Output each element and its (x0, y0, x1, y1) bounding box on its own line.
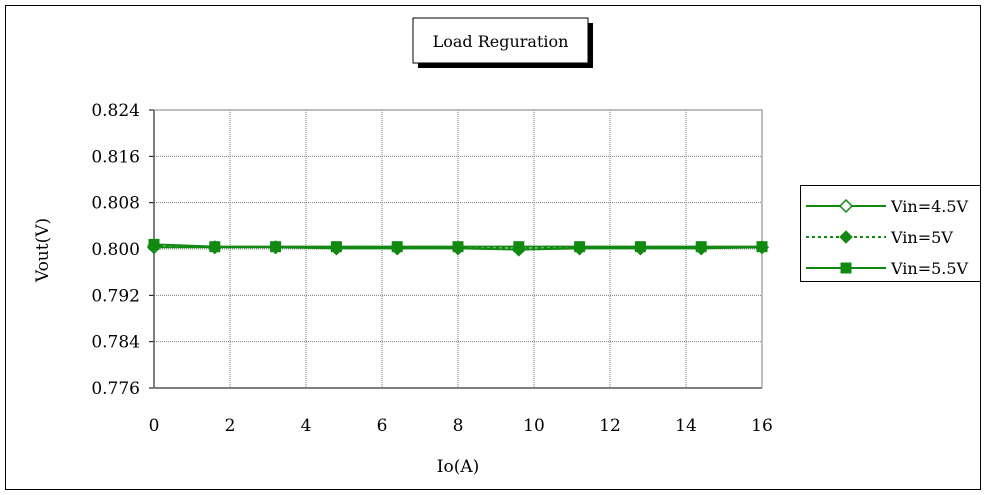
data-point (330, 241, 342, 253)
x-tick-label: 14 (675, 416, 697, 436)
legend-entry: Vin=5V (806, 228, 953, 247)
y-tick-label: 0.784 (91, 333, 140, 353)
legend-entry: Vin=4.5V (806, 197, 969, 216)
x-tick-label: 4 (301, 416, 312, 436)
chart-title: Load Reguration (433, 32, 569, 51)
data-point (148, 238, 160, 250)
legend-label: Vin=5.5V (890, 259, 969, 278)
x-tick-label: 8 (453, 416, 464, 436)
legend-marker (840, 262, 852, 274)
y-tick-label: 0.824 (91, 101, 140, 121)
series-layer (146, 238, 770, 257)
data-point (209, 241, 221, 253)
legend-marker (838, 198, 854, 214)
data-point (391, 241, 403, 253)
data-point (756, 241, 768, 253)
y-tick-labels: 0.776 0.784 0.792 0.800 0.808 0.816 0.824 (91, 101, 140, 399)
data-point (513, 241, 525, 253)
data-point (452, 241, 464, 253)
legend-marker (839, 230, 853, 244)
legend-entries: Vin=4.5V Vin=5V Vin=5.5V (806, 197, 969, 278)
x-tick-label: 0 (149, 416, 160, 436)
y-tick-label: 0.808 (91, 194, 140, 214)
legend-entry: Vin=5.5V (806, 259, 969, 278)
data-point (634, 241, 646, 253)
x-tick-label: 2 (225, 416, 236, 436)
legend-label: Vin=5V (890, 228, 953, 247)
y-tick-label: 0.800 (91, 240, 140, 260)
series-line (153, 244, 763, 250)
data-point (695, 241, 707, 253)
x-tick-label: 12 (599, 416, 621, 436)
series-2 (153, 244, 763, 250)
data-point (270, 241, 282, 253)
x-tick-label: 10 (523, 416, 545, 436)
y-axis-title: Vout(V) (33, 218, 53, 283)
series-markers-3 (148, 238, 768, 253)
x-axis-title: Io(A) (437, 457, 480, 477)
y-tick-label: 0.816 (91, 147, 140, 167)
legend-box (800, 185, 981, 282)
y-tick-label: 0.776 (91, 379, 140, 399)
title-box (412, 17, 589, 64)
y-tick-label: 0.792 (91, 286, 140, 306)
x-tick-label: 6 (377, 416, 388, 436)
legend-label: Vin=4.5V (890, 197, 969, 216)
x-tick-label: 16 (751, 416, 773, 436)
x-tick-labels: 0 2 4 6 8 10 12 14 16 (149, 416, 773, 436)
legend: Vin=4.5V Vin=5V Vin=5.5V (800, 185, 981, 282)
data-point (574, 241, 586, 253)
